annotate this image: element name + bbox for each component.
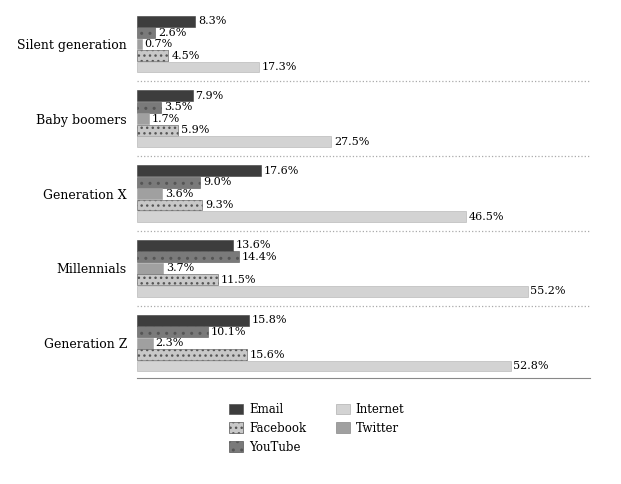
Bar bbox=[137, 326, 208, 337]
Bar bbox=[137, 361, 510, 372]
Text: 5.9%: 5.9% bbox=[181, 125, 210, 136]
Text: 3.5%: 3.5% bbox=[164, 103, 193, 112]
Bar bbox=[137, 199, 202, 211]
Bar bbox=[137, 188, 162, 199]
Bar bbox=[137, 252, 238, 262]
Bar bbox=[137, 338, 153, 348]
Bar bbox=[137, 315, 248, 326]
Text: 17.3%: 17.3% bbox=[262, 62, 297, 72]
Text: 11.5%: 11.5% bbox=[221, 275, 256, 285]
Bar bbox=[137, 27, 155, 38]
Text: 27.5%: 27.5% bbox=[334, 137, 369, 147]
Bar bbox=[137, 349, 247, 360]
Bar bbox=[137, 177, 201, 188]
Text: 46.5%: 46.5% bbox=[469, 212, 504, 222]
Bar bbox=[137, 274, 218, 285]
Text: 10.1%: 10.1% bbox=[211, 327, 247, 337]
Legend: Email, Facebook, YouTube, Internet, Twitter: Email, Facebook, YouTube, Internet, Twit… bbox=[224, 398, 409, 458]
Text: 4.5%: 4.5% bbox=[171, 50, 200, 60]
Bar bbox=[137, 61, 259, 73]
Text: 9.0%: 9.0% bbox=[203, 177, 232, 187]
Bar bbox=[137, 50, 168, 61]
Bar bbox=[137, 125, 178, 136]
Bar bbox=[137, 113, 148, 124]
Bar bbox=[137, 286, 528, 297]
Text: 55.2%: 55.2% bbox=[530, 287, 566, 296]
Text: 52.8%: 52.8% bbox=[514, 361, 549, 371]
Bar bbox=[137, 263, 163, 274]
Text: 0.7%: 0.7% bbox=[145, 39, 173, 49]
Text: 15.8%: 15.8% bbox=[252, 315, 287, 325]
Bar bbox=[137, 15, 196, 27]
Bar bbox=[137, 136, 332, 147]
Text: 14.4%: 14.4% bbox=[242, 252, 277, 262]
Text: 3.6%: 3.6% bbox=[165, 189, 193, 198]
Text: 2.6%: 2.6% bbox=[158, 28, 186, 38]
Bar bbox=[137, 91, 193, 101]
Text: 2.3%: 2.3% bbox=[156, 338, 184, 348]
Bar bbox=[137, 240, 233, 251]
Bar bbox=[137, 165, 261, 176]
Text: 3.7%: 3.7% bbox=[166, 263, 194, 273]
Text: 15.6%: 15.6% bbox=[250, 349, 286, 360]
Text: 8.3%: 8.3% bbox=[198, 16, 227, 26]
Text: 9.3%: 9.3% bbox=[206, 200, 233, 210]
Text: 13.6%: 13.6% bbox=[236, 241, 271, 250]
Bar bbox=[137, 211, 466, 222]
Text: 1.7%: 1.7% bbox=[152, 114, 179, 124]
Bar bbox=[137, 102, 161, 113]
Text: 17.6%: 17.6% bbox=[264, 166, 299, 176]
Text: 7.9%: 7.9% bbox=[196, 91, 224, 101]
Bar bbox=[137, 39, 142, 49]
